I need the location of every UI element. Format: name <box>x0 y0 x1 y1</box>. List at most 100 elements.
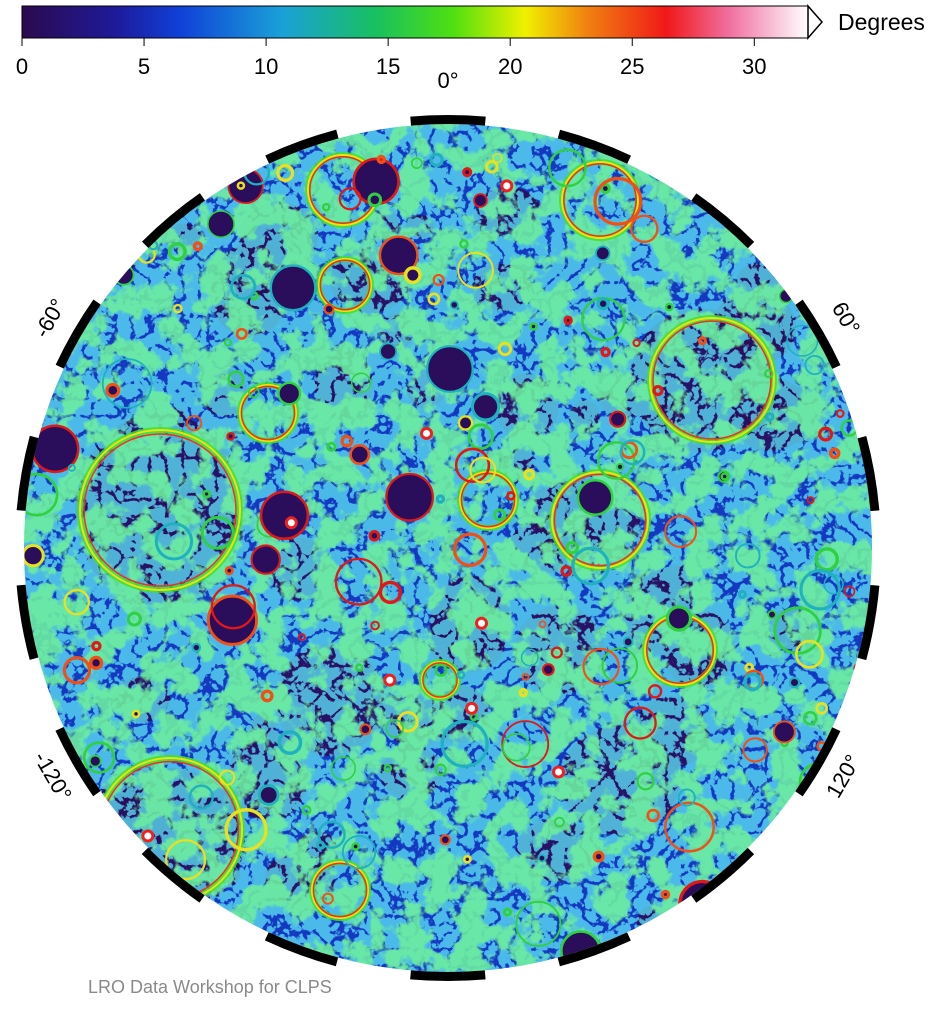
fresh-crater <box>286 518 296 528</box>
crater <box>24 236 55 267</box>
crater <box>474 194 487 207</box>
dark-basin <box>42 240 82 276</box>
crater <box>598 299 608 309</box>
dark-basin <box>749 133 815 207</box>
crater <box>617 464 623 470</box>
crater <box>855 376 861 382</box>
crater <box>594 852 603 861</box>
crater <box>91 657 102 668</box>
crater <box>656 964 667 975</box>
crater <box>370 531 379 540</box>
longitude-label: 60° <box>827 297 865 338</box>
colorbar-extend <box>808 6 822 38</box>
crater <box>84 889 91 896</box>
crater <box>386 474 433 521</box>
crater <box>531 323 537 329</box>
crater <box>57 253 80 276</box>
crater <box>151 934 157 940</box>
crater <box>133 711 139 717</box>
crater <box>701 919 713 931</box>
crater <box>23 545 43 565</box>
colorbar-tick-label: 10 <box>254 54 278 79</box>
crater <box>790 678 799 687</box>
longitude-label: 0° <box>437 68 458 93</box>
crater <box>226 567 232 573</box>
page: Degrees LRO Data Workshop for CLPS 0 5 10 1… <box>0 0 945 1011</box>
crater <box>125 243 131 249</box>
crater <box>351 445 369 463</box>
crater <box>825 235 842 252</box>
fresh-crater <box>422 428 432 438</box>
crater <box>278 383 300 405</box>
crater <box>774 721 795 742</box>
crater <box>813 960 819 966</box>
colorbar-tick-label: 15 <box>376 54 400 79</box>
crater <box>107 384 119 396</box>
dark-basin <box>50 834 110 887</box>
colorbar-tick-label: 5 <box>138 54 150 79</box>
dark-basin <box>73 138 119 189</box>
crater <box>776 859 782 865</box>
crater <box>459 416 472 429</box>
crater <box>543 664 554 675</box>
crater <box>252 545 280 573</box>
crater <box>578 480 612 514</box>
crater <box>841 859 876 894</box>
crater <box>271 266 316 311</box>
crater <box>472 394 498 420</box>
crater <box>149 165 186 202</box>
colorbar-tick-label: 25 <box>620 54 644 79</box>
crater <box>259 786 278 805</box>
crater <box>565 317 571 323</box>
crater <box>203 491 209 497</box>
crater <box>79 934 98 953</box>
dark-basin <box>76 151 99 167</box>
crater <box>380 343 396 359</box>
crater <box>610 412 625 427</box>
fresh-crater <box>467 703 477 713</box>
crater <box>85 126 93 134</box>
footer: LRO Data Workshop for CLPS <box>88 977 332 997</box>
colorbar-label: Degrees <box>838 9 925 35</box>
crater <box>776 155 785 164</box>
crater <box>66 946 100 980</box>
crater <box>667 607 690 630</box>
crater <box>427 346 473 392</box>
crater <box>41 245 53 257</box>
colorbar-tick-label: 0 <box>16 54 28 79</box>
crater <box>768 611 776 619</box>
crater <box>56 847 82 873</box>
crater <box>73 823 82 832</box>
crater <box>261 492 308 539</box>
crater <box>127 846 134 853</box>
colorbar-tick-label: 20 <box>498 54 522 79</box>
crater <box>441 835 450 844</box>
crater <box>29 786 36 793</box>
dark-basin <box>766 871 804 908</box>
crater <box>168 898 179 909</box>
colorbar <box>22 6 808 38</box>
crater <box>28 924 67 963</box>
crater <box>649 127 656 134</box>
crater <box>196 941 204 949</box>
crater <box>208 211 234 237</box>
crater <box>624 638 633 647</box>
fresh-crater <box>143 831 153 841</box>
crater <box>192 162 212 182</box>
crater <box>666 304 672 310</box>
longitude-label: -60° <box>29 294 71 342</box>
crater <box>662 891 668 897</box>
fresh-crater <box>502 181 512 191</box>
crater <box>369 194 381 206</box>
crater <box>806 898 848 940</box>
fresh-crater <box>477 618 487 628</box>
crater <box>193 644 201 652</box>
crater <box>714 883 755 924</box>
dark-basin <box>789 873 812 898</box>
crater <box>596 246 610 260</box>
crater <box>147 883 185 921</box>
crater <box>406 268 420 282</box>
crater <box>118 871 133 886</box>
crater <box>451 301 458 308</box>
longitude-label: 120° <box>821 750 865 802</box>
